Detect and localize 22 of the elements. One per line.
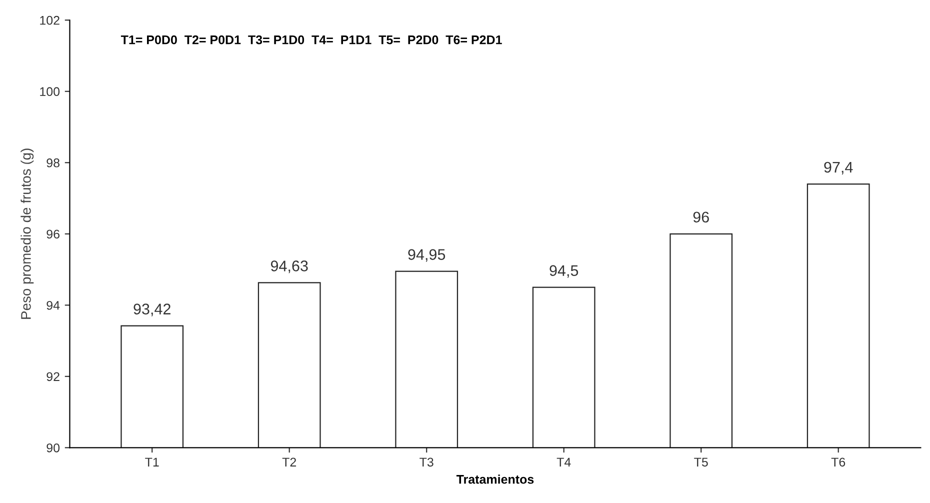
x-tick-label: T4 <box>556 458 571 466</box>
y-tick-label: 92 <box>46 372 60 382</box>
y-tick-label: 98 <box>46 158 60 168</box>
y-axis-title: Peso promedio de frutos (g) <box>20 148 34 319</box>
x-axis-title: Tratamientos <box>456 474 534 484</box>
x-tick-label: T1 <box>145 458 159 466</box>
data-label: 94,95 <box>408 249 446 262</box>
data-label: 97,4 <box>824 162 853 174</box>
y-tick-label: 90 <box>46 443 60 452</box>
y-tick-label: 94 <box>46 300 60 310</box>
y-tick-label: 102 <box>40 16 60 25</box>
x-tick-label: T3 <box>420 458 434 467</box>
x-tick-label: T2 <box>282 458 296 466</box>
x-tick-label: T6 <box>831 458 846 467</box>
data-label: 93,42 <box>134 304 170 316</box>
data-label: 96 <box>693 212 709 223</box>
y-tick-label: 100 <box>40 87 60 96</box>
y-tick-label: 96 <box>46 230 60 239</box>
data-label: 94,63 <box>270 260 308 274</box>
text: T1= P0D0 T2= P0D1 T3= P1D0 T4= P1D1 T5= P2D0 T6= P2D1 <box>120 35 502 44</box>
x-tick-label: T5 <box>694 458 708 467</box>
data-label: 94,5 <box>550 265 578 278</box>
